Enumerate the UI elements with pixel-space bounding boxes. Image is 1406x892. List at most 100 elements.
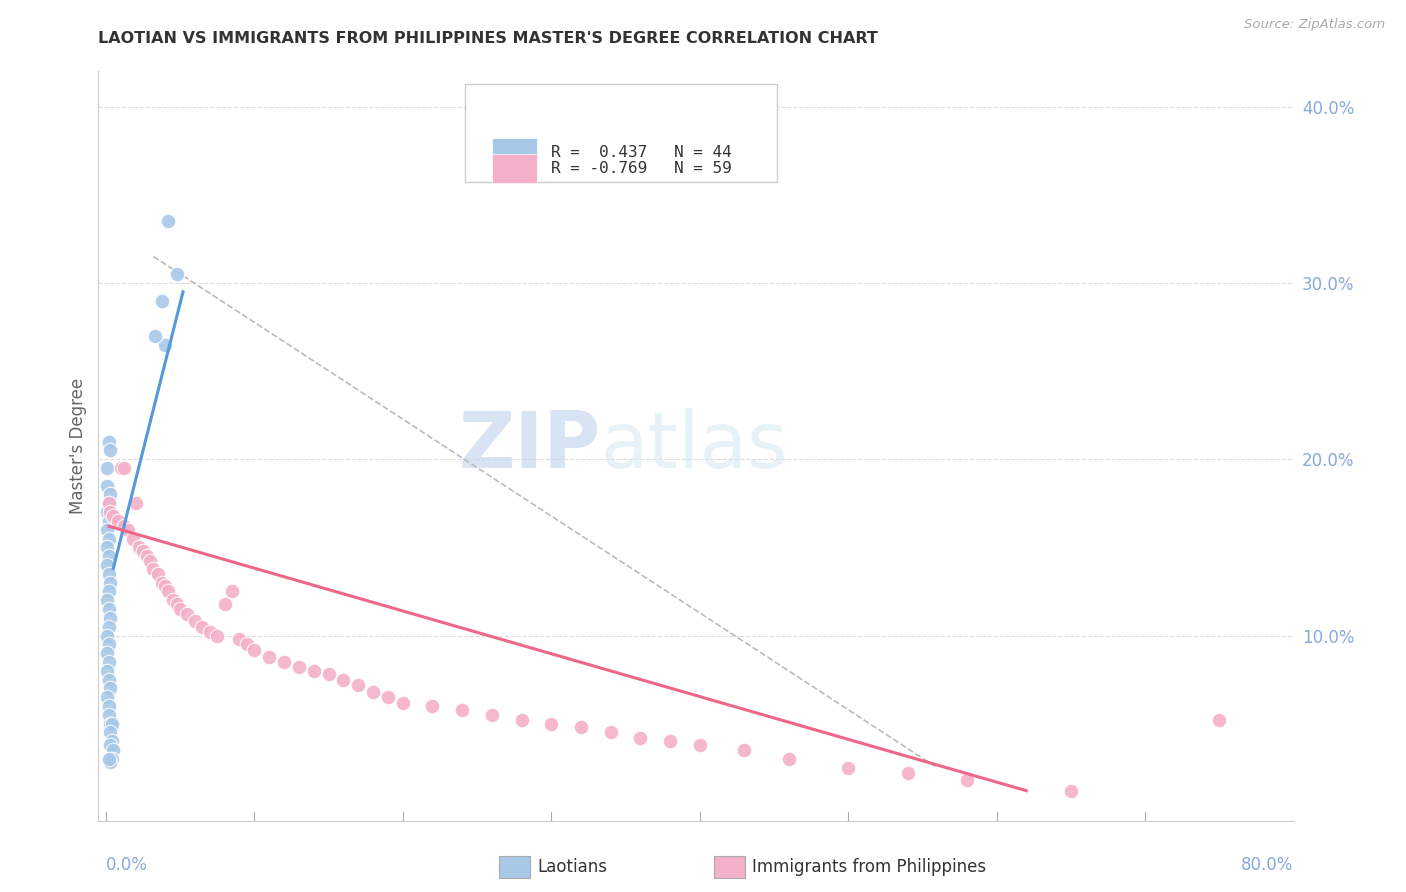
Point — [128, 541, 150, 555]
Text: N = 59: N = 59 — [673, 161, 731, 176]
Point — [97, 496, 120, 510]
Point — [96, 646, 118, 660]
Text: R = -0.769: R = -0.769 — [551, 161, 648, 176]
Point — [97, 620, 120, 634]
Point — [176, 607, 198, 622]
Point — [377, 690, 399, 705]
Point — [540, 716, 562, 731]
Point — [112, 461, 135, 475]
Point — [101, 734, 124, 748]
Point — [332, 673, 354, 687]
Point — [97, 434, 120, 449]
Text: Immigrants from Philippines: Immigrants from Philippines — [752, 858, 987, 876]
FancyBboxPatch shape — [492, 153, 537, 184]
Point — [117, 523, 139, 537]
Point — [96, 628, 118, 642]
Point — [422, 699, 444, 714]
Point — [157, 584, 180, 599]
Point — [96, 461, 118, 475]
Point — [733, 743, 755, 757]
Point — [361, 685, 384, 699]
Point — [1208, 713, 1230, 727]
Text: Source: ZipAtlas.com: Source: ZipAtlas.com — [1244, 18, 1385, 31]
Point — [236, 637, 259, 651]
Point — [146, 566, 169, 581]
Point — [155, 579, 177, 593]
Point — [98, 611, 121, 625]
Text: 80.0%: 80.0% — [1241, 856, 1294, 874]
Text: R =  0.437: R = 0.437 — [551, 145, 648, 160]
Point — [136, 549, 159, 564]
Point — [347, 678, 370, 692]
Point — [97, 752, 120, 766]
Point — [169, 602, 191, 616]
Point — [124, 496, 146, 510]
Point — [956, 773, 979, 788]
Point — [97, 655, 120, 669]
Point — [143, 328, 166, 343]
Point — [97, 514, 120, 528]
Point — [97, 673, 120, 687]
Point — [96, 593, 118, 607]
Point — [166, 267, 188, 281]
Point — [98, 738, 121, 752]
Point — [97, 637, 120, 651]
Text: N = 44: N = 44 — [673, 145, 731, 160]
Point — [98, 505, 121, 519]
Point — [96, 558, 118, 572]
Point — [628, 731, 651, 745]
Point — [228, 632, 250, 646]
Text: 0.0%: 0.0% — [105, 856, 148, 874]
Point — [97, 496, 120, 510]
Point — [569, 720, 592, 734]
Point — [97, 566, 120, 581]
Point — [257, 649, 280, 664]
Point — [689, 738, 711, 752]
Point — [221, 584, 243, 599]
Point — [451, 702, 474, 716]
Point — [288, 660, 311, 674]
Point — [98, 681, 121, 696]
Point — [103, 508, 125, 523]
Point — [132, 544, 155, 558]
Point — [97, 532, 120, 546]
Point — [101, 752, 124, 766]
Text: atlas: atlas — [600, 408, 787, 484]
Point — [198, 625, 221, 640]
Text: Laotians: Laotians — [537, 858, 607, 876]
Point — [97, 699, 120, 714]
Point — [243, 642, 266, 657]
Point — [273, 655, 295, 669]
Point — [302, 664, 325, 678]
Point — [510, 713, 533, 727]
Point — [157, 214, 180, 228]
Point — [150, 293, 173, 308]
Point — [162, 593, 184, 607]
Point — [96, 541, 118, 555]
Point — [481, 707, 503, 722]
Text: LAOTIAN VS IMMIGRANTS FROM PHILIPPINES MASTER'S DEGREE CORRELATION CHART: LAOTIAN VS IMMIGRANTS FROM PHILIPPINES M… — [98, 31, 879, 46]
Point — [1060, 783, 1083, 797]
Point — [96, 690, 118, 705]
Point — [97, 549, 120, 564]
Y-axis label: Master's Degree: Master's Degree — [69, 378, 87, 514]
Point — [97, 602, 120, 616]
Point — [896, 766, 918, 780]
Point — [150, 575, 173, 590]
Point — [837, 761, 859, 775]
Point — [98, 575, 121, 590]
Point — [318, 667, 340, 681]
Point — [98, 756, 121, 770]
Point — [103, 743, 125, 757]
Point — [96, 478, 118, 492]
Point — [184, 615, 207, 629]
Point — [96, 505, 118, 519]
Point — [112, 519, 135, 533]
Point — [191, 620, 214, 634]
Point — [166, 597, 188, 611]
Point — [139, 554, 162, 568]
FancyBboxPatch shape — [465, 84, 778, 182]
Point — [214, 597, 236, 611]
Point — [98, 487, 121, 501]
Point — [97, 584, 120, 599]
